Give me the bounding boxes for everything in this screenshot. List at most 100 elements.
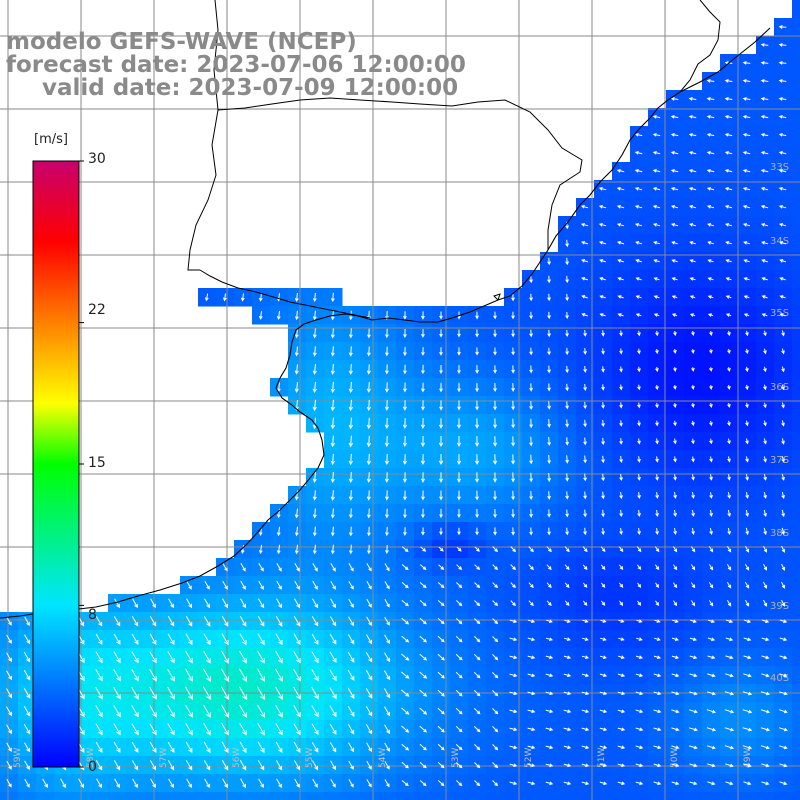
wind-arrow (113, 741, 121, 753)
wind-arrow (727, 456, 731, 463)
wind-arrow (781, 581, 786, 589)
wind-arrow (419, 582, 427, 589)
wind-arrow (673, 330, 677, 337)
wind-arrow (673, 456, 677, 463)
wind-arrow (347, 669, 355, 681)
wind-arrow (778, 205, 787, 209)
wind-arrow (618, 564, 624, 571)
wind-arrow (726, 564, 732, 571)
wind-arrow (760, 691, 771, 696)
wind-arrow (312, 598, 319, 609)
wind-arrow (636, 619, 643, 623)
wind-arrow (186, 778, 192, 788)
wind-arrow (293, 633, 301, 646)
wind-arrow (509, 781, 518, 786)
wind-arrow (113, 651, 121, 664)
wind-arrow (420, 400, 425, 411)
wind-arrow (742, 727, 753, 732)
wind-arrow (113, 633, 121, 645)
wind-arrow (421, 364, 425, 375)
wind-arrow (509, 763, 518, 768)
wind-arrow (294, 364, 299, 375)
wind-arrow (439, 490, 443, 501)
wind-arrow (598, 223, 607, 227)
wind-arrow (511, 347, 515, 356)
wind-arrow (403, 364, 407, 375)
wind-arrow (547, 365, 551, 374)
wind-arrow (599, 763, 608, 768)
wind-arrow (635, 673, 644, 678)
wind-arrow (725, 781, 734, 786)
wind-arrow (347, 705, 355, 717)
wind-arrow (239, 741, 247, 754)
wind-arrow (474, 636, 481, 643)
wind-arrow (634, 205, 643, 209)
wind-arrow (582, 546, 588, 553)
longitude-label: 57W (159, 748, 169, 768)
wind-arrow (492, 618, 499, 625)
wind-arrow (688, 187, 697, 191)
wind-arrow (688, 169, 697, 173)
wind-arrow (475, 311, 479, 320)
wind-arrow (275, 760, 283, 771)
wind-arrow (655, 420, 659, 427)
wind-arrow (330, 346, 335, 357)
wind-arrow (546, 600, 552, 606)
wind-arrow (547, 293, 551, 302)
wind-arrow (258, 311, 263, 320)
wind-arrow (670, 223, 679, 227)
wind-arrow (202, 686, 212, 701)
wind-arrow (439, 382, 443, 393)
speed-cell (792, 612, 800, 631)
wind-arrow (601, 366, 605, 373)
wind-arrow (619, 420, 623, 427)
wind-arrow (529, 383, 533, 392)
wind-arrow (348, 580, 354, 590)
wind-arrow (330, 526, 335, 537)
wind-arrow (760, 223, 769, 227)
wind-arrow (132, 778, 138, 788)
longitude-label: 54W (378, 748, 388, 768)
wind-arrow (203, 650, 211, 664)
wind-arrow (366, 435, 372, 448)
wind-arrow (706, 97, 715, 101)
wind-arrow (78, 778, 84, 789)
wind-arrow (275, 704, 283, 718)
wind-arrow (709, 349, 713, 354)
wind-arrow (437, 635, 445, 643)
wind-arrow (150, 778, 156, 788)
wind-arrow (383, 670, 391, 681)
wind-arrow (149, 633, 157, 645)
wind-arrow (347, 687, 355, 700)
wind-arrow (276, 778, 282, 788)
wind-arrow (655, 509, 659, 518)
wind-arrow (330, 598, 336, 609)
wind-arrow (600, 546, 606, 553)
wind-arrow (760, 187, 769, 191)
wind-arrow (330, 490, 335, 501)
wind-arrow (689, 745, 698, 750)
wind-arrow (743, 655, 752, 660)
wind-arrow (257, 704, 266, 718)
wind-arrow (563, 781, 572, 786)
wind-arrow (743, 619, 752, 624)
wind-arrow (384, 616, 390, 626)
wind-arrow (312, 310, 317, 321)
wind-arrow (581, 691, 590, 696)
wind-arrow (348, 742, 354, 753)
wind-arrow (600, 637, 607, 641)
wind-arrow (149, 723, 157, 736)
wind-arrow (689, 691, 698, 696)
wind-arrow (546, 564, 552, 571)
wind-arrow (474, 582, 481, 589)
wind-arrow (760, 745, 771, 750)
wind-arrow (655, 384, 659, 391)
wind-arrow (240, 778, 246, 789)
wind-arrow (619, 491, 623, 500)
speed-cell (792, 594, 800, 613)
wind-arrow (653, 709, 662, 714)
wind-arrow (727, 384, 731, 391)
wind-arrow (493, 347, 497, 356)
wind-arrow (276, 580, 282, 590)
wind-arrow (384, 652, 391, 663)
